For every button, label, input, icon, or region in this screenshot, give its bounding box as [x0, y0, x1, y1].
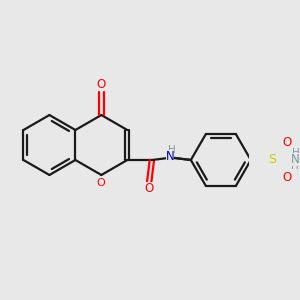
- Text: H: H: [292, 161, 299, 171]
- Text: S: S: [268, 154, 276, 166]
- Text: O: O: [283, 171, 292, 184]
- Text: H: H: [292, 148, 300, 158]
- Text: O: O: [283, 136, 292, 149]
- Text: O: O: [96, 178, 105, 188]
- Text: N: N: [166, 150, 174, 163]
- Text: O: O: [97, 78, 106, 91]
- Text: N: N: [291, 153, 300, 166]
- Text: H: H: [168, 145, 176, 155]
- Text: O: O: [145, 182, 154, 195]
